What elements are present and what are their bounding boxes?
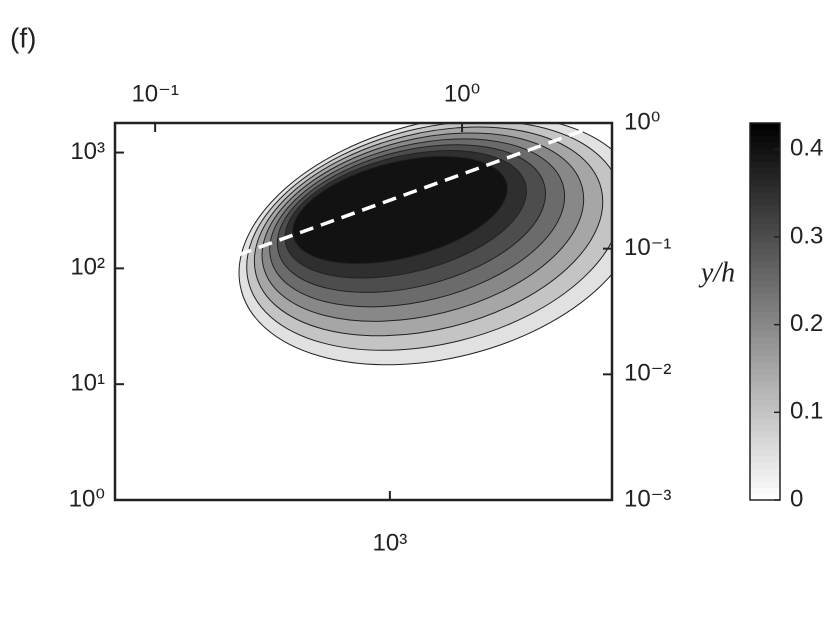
- colorbar-step: [750, 236, 780, 243]
- colorbar-step: [750, 418, 780, 426]
- colorbar-step: [750, 280, 780, 287]
- colorbar-step: [750, 368, 780, 375]
- x2-tick-label: 10⁻¹: [131, 80, 178, 107]
- colorbar-step: [750, 449, 780, 457]
- colorbar-step: [750, 374, 780, 382]
- colorbar-step: [750, 254, 780, 262]
- y-tick-label: 10²: [70, 254, 105, 281]
- colorbar-step: [750, 261, 780, 269]
- y2-tick-label: 10⁻¹: [624, 234, 671, 261]
- colorbar-step: [750, 173, 780, 181]
- plot-frame: [113, 121, 614, 502]
- colorbar-step: [750, 481, 780, 488]
- colorbar-step: [750, 311, 780, 319]
- colorbar-step: [750, 179, 780, 187]
- y-tick-label: 10⁰: [69, 485, 105, 512]
- colorbar-step: [750, 412, 780, 419]
- colorbar-tick-label: 0.1: [790, 398, 823, 425]
- y-tick-label: 10³: [70, 138, 105, 165]
- colorbar-step: [750, 166, 780, 174]
- colorbar-step: [750, 160, 780, 168]
- colorbar-step: [750, 229, 780, 237]
- colorbar-tick-label: 0.4: [790, 135, 823, 162]
- colorbar-step: [750, 192, 780, 199]
- colorbar-frame: [749, 122, 781, 501]
- y2-tick-label: 10⁰: [624, 108, 660, 135]
- colorbar-tick-label: 0.2: [790, 310, 823, 337]
- colorbar-step: [750, 204, 780, 212]
- colorbar-step: [750, 154, 780, 162]
- colorbar-step: [750, 129, 780, 137]
- colorbar-step: [750, 298, 780, 306]
- dashed-line: [237, 126, 591, 257]
- colorbar-step: [750, 242, 780, 250]
- colorbar-step: [750, 399, 780, 407]
- colorbar-step: [750, 286, 780, 294]
- colorbar-step: [750, 493, 780, 501]
- colorbar-step: [750, 474, 780, 482]
- y2-tick-label: 10⁻²: [624, 360, 671, 387]
- colorbar-step: [750, 185, 780, 193]
- colorbar-step: [750, 361, 780, 369]
- colorbar-step: [750, 487, 780, 495]
- colorbar-step: [750, 223, 780, 231]
- colorbar-step: [750, 430, 780, 438]
- colorbar-tick-label: 0.3: [790, 222, 823, 249]
- colorbar-step: [750, 305, 780, 312]
- colorbar-step: [750, 292, 780, 300]
- colorbar-step: [750, 456, 780, 463]
- y2-tick-label: 10⁻³: [624, 485, 671, 512]
- colorbar-step: [750, 342, 780, 350]
- colorbar-step: [750, 248, 780, 256]
- contour-level: [292, 155, 508, 265]
- colorbar-step: [750, 443, 780, 451]
- colorbar-step: [750, 437, 780, 444]
- colorbar-step: [750, 273, 780, 281]
- y2-axis-label: y/h: [698, 257, 735, 288]
- x2-tick-label: 10⁰: [444, 80, 480, 107]
- colorbar-step: [750, 393, 780, 400]
- colorbar-tick-label: 0: [790, 485, 803, 512]
- colorbar-step: [750, 330, 780, 338]
- colorbar-step: [750, 210, 780, 218]
- colorbar-step: [750, 198, 780, 206]
- y-tick-label: 10¹: [70, 370, 105, 397]
- colorbar-step: [750, 267, 780, 275]
- colorbar-step: [750, 123, 780, 130]
- colorbar-step: [750, 405, 780, 413]
- colorbar-step: [750, 217, 780, 225]
- colorbar-step: [750, 324, 780, 331]
- panel-label: (f): [10, 22, 36, 53]
- colorbar-step: [750, 141, 780, 149]
- colorbar-step: [750, 386, 780, 394]
- colorbar-step: [750, 135, 780, 143]
- colorbar-step: [750, 349, 780, 356]
- x-tick-label: 10³: [373, 529, 408, 556]
- colorbar-step: [750, 336, 780, 344]
- colorbar-step: [750, 317, 780, 325]
- colorbar-step: [750, 355, 780, 363]
- colorbar-step: [750, 380, 780, 388]
- colorbar-step: [750, 424, 780, 432]
- colorbar-step: [750, 462, 780, 470]
- colorbar-step: [750, 468, 780, 476]
- colorbar-step: [750, 148, 780, 155]
